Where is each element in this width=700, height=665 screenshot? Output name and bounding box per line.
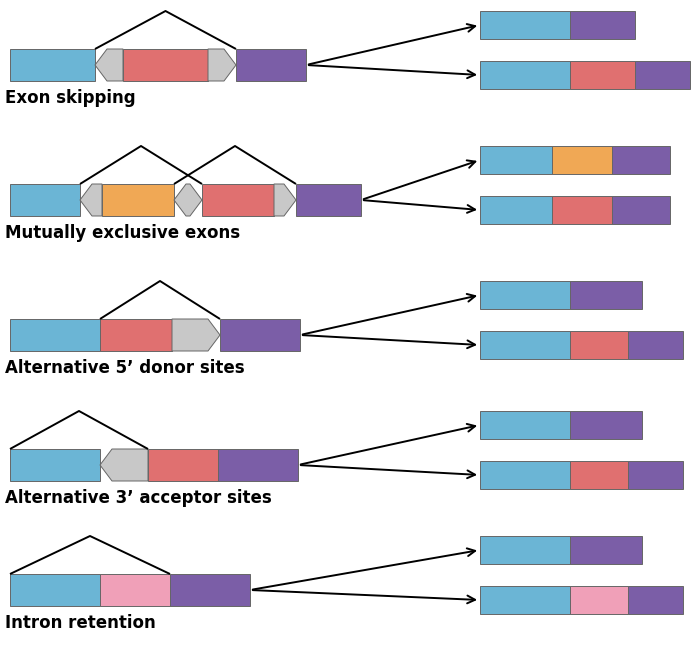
Polygon shape — [628, 331, 683, 359]
Polygon shape — [170, 574, 250, 606]
Text: Alternative 5’ donor sites: Alternative 5’ donor sites — [5, 359, 244, 377]
Polygon shape — [220, 319, 300, 351]
Polygon shape — [570, 586, 628, 614]
Polygon shape — [570, 61, 635, 89]
Polygon shape — [628, 586, 683, 614]
Text: Mutually exclusive exons: Mutually exclusive exons — [5, 224, 240, 242]
Polygon shape — [174, 184, 202, 216]
Text: Intron retention: Intron retention — [5, 614, 155, 632]
Polygon shape — [10, 319, 100, 351]
Polygon shape — [80, 184, 102, 216]
Text: Exon skipping: Exon skipping — [5, 89, 136, 107]
Polygon shape — [172, 319, 220, 351]
Polygon shape — [570, 461, 628, 489]
Polygon shape — [123, 49, 208, 81]
Polygon shape — [10, 574, 100, 606]
Polygon shape — [100, 449, 148, 481]
Polygon shape — [635, 61, 690, 89]
Polygon shape — [218, 449, 298, 481]
Polygon shape — [628, 461, 683, 489]
Polygon shape — [480, 61, 570, 89]
Polygon shape — [480, 411, 570, 439]
Polygon shape — [100, 574, 170, 606]
Polygon shape — [480, 281, 570, 309]
Polygon shape — [612, 196, 670, 224]
Polygon shape — [570, 11, 635, 39]
Polygon shape — [100, 319, 172, 351]
Polygon shape — [480, 461, 570, 489]
Polygon shape — [480, 146, 552, 174]
Polygon shape — [148, 449, 218, 481]
Polygon shape — [236, 49, 306, 81]
Polygon shape — [296, 184, 361, 216]
Polygon shape — [10, 184, 80, 216]
Polygon shape — [208, 49, 236, 81]
Polygon shape — [552, 146, 612, 174]
Polygon shape — [480, 586, 570, 614]
Polygon shape — [612, 146, 670, 174]
Polygon shape — [570, 281, 642, 309]
Polygon shape — [480, 536, 570, 564]
Polygon shape — [102, 184, 174, 216]
Polygon shape — [570, 331, 628, 359]
Polygon shape — [552, 196, 612, 224]
Polygon shape — [202, 184, 274, 216]
Polygon shape — [570, 411, 642, 439]
Polygon shape — [10, 449, 100, 481]
Text: Alternative 3’ acceptor sites: Alternative 3’ acceptor sites — [5, 489, 272, 507]
Polygon shape — [480, 196, 552, 224]
Polygon shape — [95, 49, 123, 81]
Polygon shape — [480, 11, 570, 39]
Polygon shape — [10, 49, 95, 81]
Polygon shape — [274, 184, 296, 216]
Polygon shape — [480, 331, 570, 359]
Polygon shape — [570, 536, 642, 564]
